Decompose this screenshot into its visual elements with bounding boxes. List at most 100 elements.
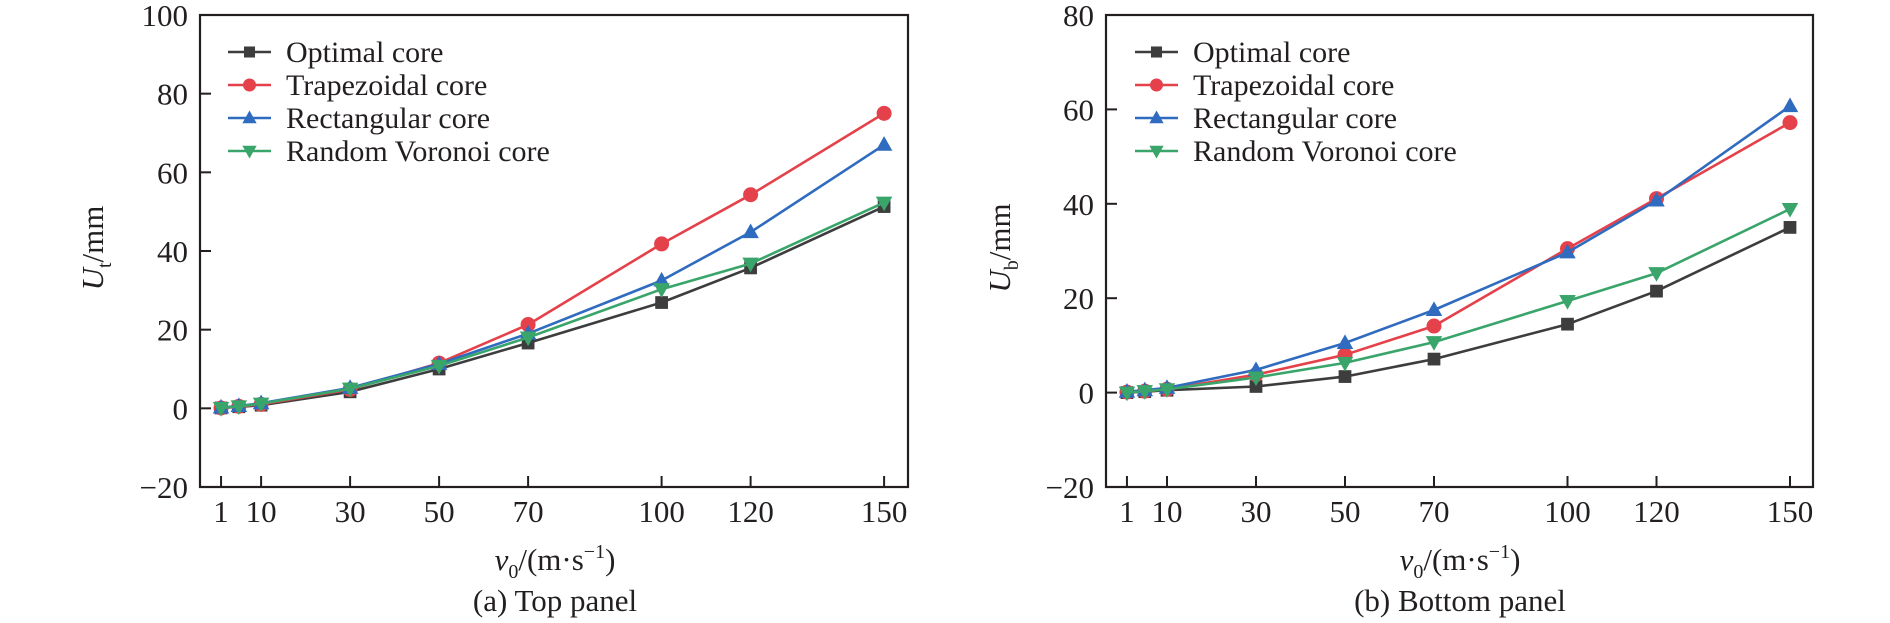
y-tick-label: −20 xyxy=(1046,470,1094,505)
y-tick-label: 40 xyxy=(1063,187,1094,222)
plot-frame xyxy=(1104,13,1815,489)
x-tick-label: 50 xyxy=(1330,494,1361,529)
data-point-optimal xyxy=(1427,352,1441,366)
data-point-voronoi xyxy=(1158,383,1176,398)
x-tick-label: 70 xyxy=(513,494,544,529)
data-point-voronoi xyxy=(430,359,448,375)
y-tick-label: 60 xyxy=(157,155,188,190)
legend-item-optimal: Optimal core xyxy=(228,36,443,69)
x-tick-label: 30 xyxy=(335,494,366,529)
data-point-voronoi xyxy=(1425,336,1443,351)
x-tick-label: 150 xyxy=(861,494,908,529)
data-point-voronoi xyxy=(252,397,270,413)
data-point-rectangular xyxy=(1559,243,1576,259)
x-tick-label: 1 xyxy=(1119,494,1135,529)
data-point-optimal xyxy=(1650,284,1663,298)
x-tick-label: 50 xyxy=(424,494,455,529)
series-line-rectangular xyxy=(220,143,885,409)
data-point-voronoi xyxy=(519,331,537,347)
data-point-trapezoidal xyxy=(1426,318,1442,334)
legend-label: Rectangular core xyxy=(286,102,490,135)
x-tick-label: 1 xyxy=(213,494,229,529)
panel-caption: (a) Top panel xyxy=(473,583,637,618)
legend-marker-circle-icon xyxy=(243,78,256,92)
data-point-rectangular xyxy=(1336,334,1354,350)
data-point-rectangular xyxy=(875,136,893,151)
y-tick-label: 100 xyxy=(142,0,189,33)
y-tick-label: 20 xyxy=(157,313,188,348)
data-point-voronoi xyxy=(1118,386,1136,402)
x-tick-label: 150 xyxy=(1767,494,1814,529)
y-tick-label: 0 xyxy=(1079,376,1095,411)
series-optimal xyxy=(1120,221,1797,399)
data-point-trapezoidal xyxy=(520,317,536,333)
x-axis-label: v0/(m·s−1) xyxy=(1400,541,1521,583)
legend-marker-triangle-up-icon xyxy=(1149,110,1164,124)
data-point-voronoi xyxy=(1648,267,1665,282)
legend-label: Trapezoidal core xyxy=(1193,69,1394,102)
series-line-voronoi xyxy=(220,201,885,410)
data-point-optimal xyxy=(655,296,668,309)
series-rectangular xyxy=(212,136,893,414)
x-tick-label: 10 xyxy=(1152,494,1183,529)
data-point-trapezoidal xyxy=(1782,115,1798,131)
legend-item-trapezoidal: Trapezoidal core xyxy=(228,69,487,102)
panel-caption: (b) Bottom panel xyxy=(1354,583,1566,618)
x-tick-label: 10 xyxy=(246,494,277,529)
chart-panel-a: −20 0 20 40 60 80 100 1 10 30 50 70 100 120 150 v0/(m·s… xyxy=(75,0,910,618)
x-axis-label: v0/(m·s−1) xyxy=(495,541,616,583)
data-point-optimal xyxy=(1338,370,1352,383)
data-point-voronoi xyxy=(1247,371,1265,387)
series-voronoi xyxy=(1118,202,1799,402)
data-point-voronoi xyxy=(653,283,670,298)
x-tick-label: 100 xyxy=(1544,494,1591,529)
legend-label: Trapezoidal core xyxy=(286,69,487,102)
x-tick-label: 100 xyxy=(638,494,685,529)
legend-item-voronoi: Random Voronoi core xyxy=(1135,135,1457,168)
series-line-optimal xyxy=(1126,226,1791,394)
y-tick-label: −20 xyxy=(140,470,188,505)
legend-marker-square-icon xyxy=(1150,46,1163,58)
data-point-voronoi xyxy=(1781,202,1799,218)
data-point-optimal xyxy=(1561,317,1574,331)
legend-label: Random Voronoi core xyxy=(286,135,550,168)
series-optimal xyxy=(214,200,891,415)
y-tick-label: 40 xyxy=(157,234,188,269)
x-tick-label: 30 xyxy=(1241,494,1272,529)
chart-panel-b: −20 0 20 40 60 80 1 10 30 50 70 100 120 150 v0/(m·s−1)… xyxy=(982,0,1815,618)
y-tick-label: 60 xyxy=(1063,92,1094,127)
data-point-voronoi xyxy=(1559,295,1576,310)
y-tick-label: 80 xyxy=(1063,0,1094,33)
data-point-voronoi xyxy=(1136,385,1153,400)
legend-item-trapezoidal: Trapezoidal core xyxy=(1135,69,1394,102)
x-tick-label: 120 xyxy=(1633,494,1680,529)
y-axis-label: Ub/mm xyxy=(982,203,1023,292)
data-point-rectangular xyxy=(653,271,670,287)
data-point-optimal xyxy=(1249,380,1263,393)
legend-item-rectangular: Rectangular core xyxy=(1135,102,1397,135)
legend-marker-triangle-down-icon xyxy=(1149,145,1164,159)
data-point-rectangular xyxy=(1425,301,1443,316)
data-point-rectangular xyxy=(1781,97,1799,113)
legend-marker-triangle-down-icon xyxy=(242,145,257,159)
y-tick-label: 80 xyxy=(157,77,188,112)
legend-item-voronoi: Random Voronoi core xyxy=(228,135,550,168)
legend-item-optimal: Optimal core xyxy=(1135,36,1350,69)
data-point-voronoi xyxy=(742,257,759,273)
data-point-trapezoidal xyxy=(876,105,892,121)
x-tick-label: 70 xyxy=(1419,494,1450,529)
data-point-voronoi xyxy=(230,400,248,415)
y-axis-label: Ut/mm xyxy=(75,206,116,291)
y-tick-label: 0 xyxy=(173,391,189,426)
legend-marker-circle-icon xyxy=(1150,78,1163,92)
data-point-voronoi xyxy=(212,401,230,417)
data-point-rectangular xyxy=(1648,191,1665,207)
series-line-optimal xyxy=(220,205,885,410)
data-point-voronoi xyxy=(341,382,359,398)
legend-label: Random Voronoi core xyxy=(1193,135,1457,168)
data-point-rectangular xyxy=(742,223,759,239)
legend-label: Optimal core xyxy=(286,36,443,69)
